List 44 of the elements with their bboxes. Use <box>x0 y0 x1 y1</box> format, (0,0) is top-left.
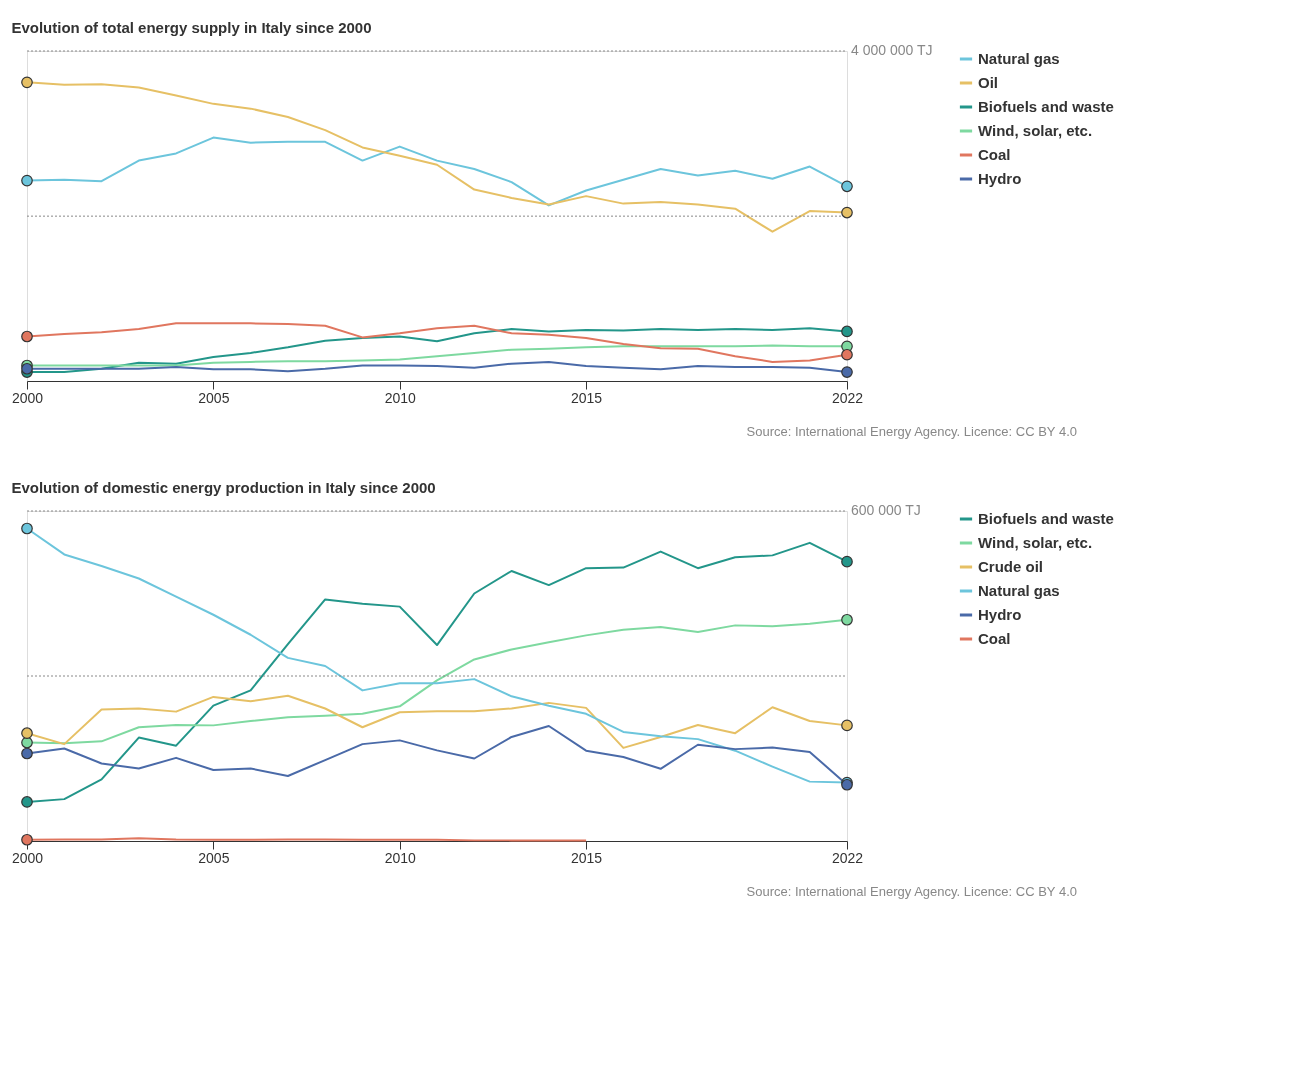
legend-label: Wind, solar, etc. <box>978 534 1093 551</box>
point <box>21 522 33 535</box>
legend-label: Biofuels and waste <box>978 510 1114 527</box>
legend-label: Biofuels and waste <box>978 98 1114 115</box>
point <box>21 174 33 187</box>
point <box>841 366 853 378</box>
legend-label: Hydro <box>978 170 1022 187</box>
point <box>21 727 33 740</box>
x-tick-label: 2022 <box>831 389 864 406</box>
point <box>841 325 853 338</box>
x-tick-label: 2015 <box>571 849 603 866</box>
point <box>21 833 33 846</box>
x-tick-label: 2005 <box>198 849 230 866</box>
legend-label: Natural gas <box>978 50 1060 67</box>
point <box>841 613 853 626</box>
source-note: Source: International Energy Agency. Licence: CC BY 4.0 <box>746 424 1077 439</box>
x-tick-label: 2010 <box>384 849 417 866</box>
point <box>841 348 853 361</box>
ref-line-label: 4 000 000 TJ <box>851 42 933 58</box>
source-note: Source: International Energy Agency. Licence: CC BY 4.0 <box>746 884 1077 899</box>
x-tick-label: 2005 <box>198 389 230 406</box>
chart-title: Evolution of total energy supply in Italy since 2000 <box>11 19 372 36</box>
legend-label: Oil <box>978 74 999 91</box>
legend-label: Natural gas <box>978 582 1060 599</box>
point <box>841 206 853 219</box>
legend-label: Crude oil <box>978 558 1044 575</box>
legend-label: Coal <box>978 146 1011 163</box>
x-tick-label: 2000 <box>11 389 44 406</box>
x-tick-label: 2010 <box>384 389 417 406</box>
x-tick-label: 2000 <box>11 849 44 866</box>
point <box>21 330 33 343</box>
point <box>841 719 853 732</box>
point <box>21 747 33 760</box>
legend-label: Hydro <box>978 606 1022 623</box>
point <box>21 76 33 89</box>
ref-line-label: 600 000 TJ <box>851 502 921 518</box>
point <box>841 180 853 193</box>
point <box>841 555 853 568</box>
point <box>21 796 33 808</box>
legend-label: Coal <box>978 630 1011 647</box>
legend-label: Wind, solar, etc. <box>978 122 1093 139</box>
chart-title: Evolution of domestic energy production in Italy since 2000 <box>11 479 436 496</box>
x-tick-label: 2022 <box>831 849 864 866</box>
x-tick-label: 2015 <box>571 389 603 406</box>
